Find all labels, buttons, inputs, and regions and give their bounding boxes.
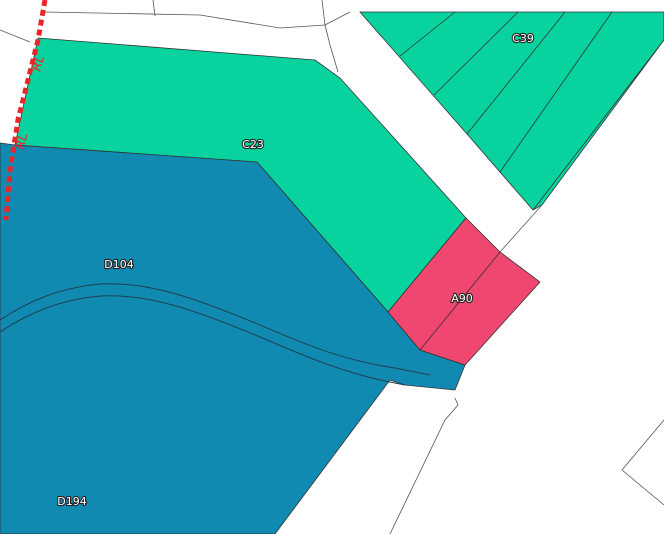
parcel-d104-shape[interactable]	[0, 142, 466, 534]
parcel-c39-label: C39	[512, 32, 534, 45]
parcel-c23-label: C23	[242, 138, 264, 151]
rl-boundary-line: RL RL	[3, 0, 48, 221]
parcel-a90[interactable]: A90	[387, 217, 541, 366]
parcel-d104[interactable]: D104 D194	[0, 142, 466, 534]
rl-label-2: RL	[13, 132, 31, 151]
stream-lines	[0, 283, 431, 386]
parcel-a90-label: A90	[451, 292, 473, 305]
parcel-c39-strip-lines	[399, 11, 664, 211]
parcel-d194-label: D194	[57, 495, 86, 508]
parcel-d104-label: D104	[104, 258, 133, 271]
road-edge-lines	[499, 204, 543, 253]
rl-label-1: RL	[29, 53, 48, 73]
a90-division-line	[419, 251, 501, 351]
